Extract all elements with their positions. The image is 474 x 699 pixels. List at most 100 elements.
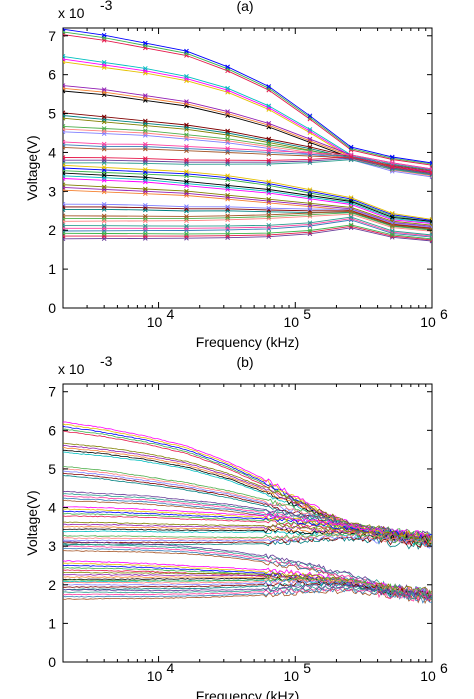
series-line [63,225,432,241]
data-point-marker [266,212,272,218]
data-point-marker [429,236,432,242]
data-point-marker [225,85,230,91]
data-point-marker [429,232,432,238]
series-line [63,208,432,230]
data-point-marker [101,165,107,170]
data-point-marker [225,204,230,210]
data-point-marker [307,113,313,119]
data-point-marker [307,115,313,120]
series-line [63,583,432,601]
data-point-marker [184,132,189,138]
series-line [63,212,432,231]
data-point-marker [307,127,313,132]
data-point-marker [184,157,189,163]
data-point-marker [307,193,313,198]
series-line [63,531,432,546]
data-point-marker [225,183,230,188]
data-point-marker [101,231,107,236]
series-line [63,576,432,598]
data-point-marker [184,214,189,219]
data-point-marker [307,228,313,233]
data-point-marker [225,64,230,70]
x-tick-label: 10 [420,314,436,330]
data-point-marker [184,99,189,105]
data-point-marker [225,136,230,142]
data-point-marker [63,110,66,116]
series-line [63,468,432,539]
series-line [63,506,432,542]
data-point-marker [225,128,230,134]
series-line [63,224,432,240]
data-point-marker [266,148,272,153]
y-tick-label: 2 [48,577,56,593]
data-point-marker [429,219,432,224]
data-point-marker [184,144,189,149]
data-point-marker [142,93,148,98]
x-tick-label: 10 [283,314,299,330]
data-point-marker [307,136,313,142]
series-line [63,540,432,595]
data-point-marker [101,32,107,38]
data-point-marker [184,74,189,79]
data-point-marker [101,172,107,178]
series-line [63,28,432,164]
series-line [63,560,432,600]
series-line [63,172,432,222]
data-point-marker [101,155,107,161]
data-point-marker [101,126,107,131]
y-multiplier: x 10 [58,361,85,377]
data-point-marker [184,122,189,128]
data-point-marker [307,148,313,154]
data-point-marker [142,40,148,46]
y-tick-label: 6 [48,422,56,438]
x-tick-exponent: 5 [303,660,311,676]
data-point-marker [225,146,230,151]
x-tick-exponent: 6 [440,306,448,322]
series-line [63,442,432,543]
data-point-marker [348,144,354,150]
series-line [63,34,432,166]
series-line [63,131,432,178]
data-point-marker [63,139,66,145]
series-line [63,581,432,600]
data-point-marker [266,196,272,202]
data-point-marker [63,201,66,207]
series-line [63,588,432,605]
data-point-marker [307,187,313,193]
data-point-marker [63,230,66,236]
series-line [63,157,432,175]
data-point-marker [266,224,272,230]
series-line [63,213,432,232]
data-point-marker [266,230,272,236]
panel-label-b: (b) [236,354,253,370]
data-point-marker [266,142,272,148]
series-line [63,466,432,539]
data-point-marker [184,169,189,175]
data-point-marker [142,118,148,124]
data-point-marker [266,151,272,157]
series-line [63,203,432,228]
series-line [63,536,432,548]
y-tick-label: 4 [48,144,56,160]
x-tick-exponent: 4 [167,660,175,676]
data-point-marker [266,226,272,232]
data-point-marker [225,109,230,114]
data-point-marker [101,60,107,65]
data-point-marker [266,121,272,126]
data-point-marker [63,124,66,129]
series-line [63,141,432,170]
x-tick-exponent: 6 [440,660,448,676]
y-tick-label: 5 [48,461,56,477]
data-point-marker [101,184,107,190]
data-point-marker [142,174,148,180]
data-point-marker [307,206,313,212]
data-point-marker [142,141,148,147]
data-point-marker [225,173,230,179]
series-line [63,186,432,227]
x-tick-label: 10 [283,668,299,684]
data-point-marker [63,170,66,176]
series-line [63,584,432,600]
